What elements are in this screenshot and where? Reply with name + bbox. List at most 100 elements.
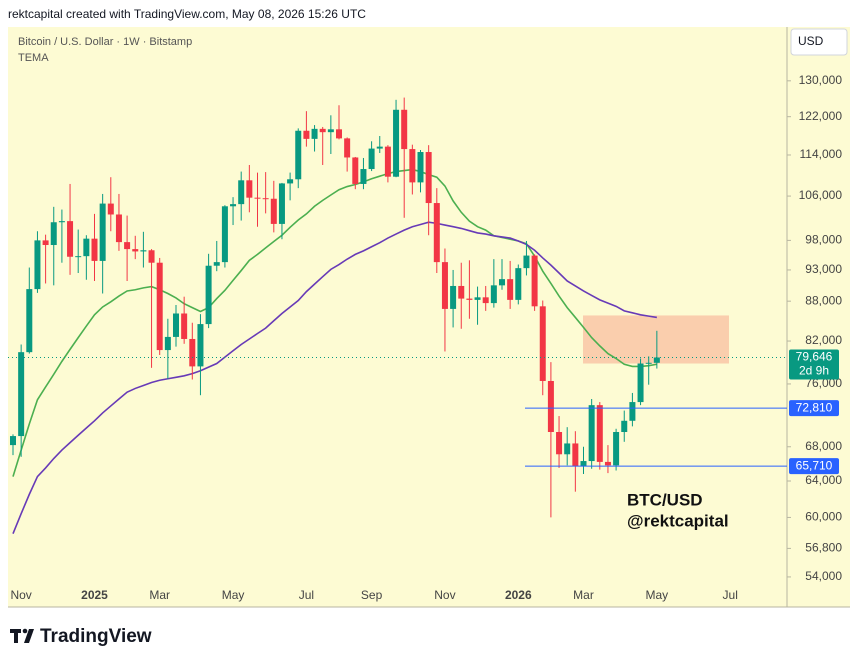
candle-body <box>189 338 196 367</box>
candle-body <box>580 461 587 467</box>
y-tick-label: 60,000 <box>805 510 842 524</box>
candle-body <box>295 130 302 180</box>
candle-body <box>466 298 473 300</box>
countdown: 2d 9h <box>799 364 829 378</box>
candle-body <box>10 436 16 446</box>
candle-body <box>34 240 41 290</box>
candle-body <box>319 128 326 133</box>
candle-body <box>58 221 65 223</box>
candle-body <box>336 129 342 139</box>
y-tick-label: 54,000 <box>805 569 842 583</box>
candle-body <box>604 461 611 466</box>
level-label: 72,810 <box>796 400 833 414</box>
candle-body <box>270 198 277 224</box>
y-tick-label: 64,000 <box>805 473 842 487</box>
candle-body <box>344 138 351 158</box>
candle-body <box>621 420 628 433</box>
candle-body <box>83 238 90 257</box>
logo-slash <box>24 629 34 643</box>
resistance-zone <box>583 315 729 364</box>
candle-body <box>311 128 318 139</box>
last-price-label: 79,646 <box>796 350 833 364</box>
chart-title: Bitcoin / U.S. Dollar · 1W · Bitstamp <box>18 36 192 48</box>
annotation: @rektcapital <box>627 511 729 530</box>
candle-body <box>547 380 554 433</box>
candle-body <box>645 362 652 364</box>
candle-body <box>482 297 489 304</box>
x-tick-label: Mar <box>573 588 594 602</box>
candle-body <box>246 180 253 198</box>
currency-box[interactable] <box>790 28 848 56</box>
candle-body <box>107 203 114 215</box>
indicator-label: TEMA <box>18 52 49 64</box>
candle-body <box>18 352 25 437</box>
candle-body <box>368 148 375 170</box>
candle-body <box>254 197 261 199</box>
level-box <box>789 400 839 417</box>
candle-body <box>588 405 595 462</box>
candle-body <box>67 221 74 257</box>
y-tick-label: 68,000 <box>805 439 842 453</box>
last-price-box <box>789 349 839 380</box>
candle-body <box>360 169 367 184</box>
candle-body <box>197 324 204 367</box>
y-tick-label: 98,000 <box>805 233 842 247</box>
x-tick-label: Nov <box>10 588 31 602</box>
x-tick-label: Mar <box>149 588 170 602</box>
annotation: BTC/USD <box>627 490 703 509</box>
logo-dot <box>22 628 28 634</box>
y-tick-label: 76,000 <box>805 376 842 390</box>
y-tick-label: 88,000 <box>805 293 842 307</box>
candle-body <box>230 204 237 207</box>
x-tick-label: May <box>222 588 245 602</box>
y-tick-label: 82,000 <box>805 333 842 347</box>
candle-body <box>99 203 106 261</box>
candle-body <box>629 402 636 421</box>
candle-body <box>441 262 448 309</box>
y-tick-label: 122,000 <box>799 109 843 123</box>
candle-body <box>523 255 530 269</box>
ma-line <box>12 221 657 534</box>
tv-logo <box>10 628 34 643</box>
candle-body <box>409 149 416 183</box>
candle-body <box>637 363 644 403</box>
candle-body <box>376 146 383 149</box>
candle-body <box>173 313 179 337</box>
x-tick-label: Sep <box>361 588 383 602</box>
x-tick-label: 2026 <box>505 588 532 602</box>
currency: USD <box>798 34 824 48</box>
candle-body <box>499 279 505 286</box>
candle-body <box>140 250 147 252</box>
x-tick-label: May <box>646 588 669 602</box>
candle-body <box>417 152 424 183</box>
y-tick-label: 106,000 <box>799 188 843 202</box>
candle-body <box>425 152 432 204</box>
candle-body <box>91 238 98 261</box>
candle-body <box>26 289 33 353</box>
candle-body <box>531 255 538 307</box>
candle-body <box>572 443 579 467</box>
candle-body <box>352 157 359 184</box>
y-tick-label: 114,000 <box>800 147 843 161</box>
candle-body <box>458 285 465 299</box>
candle-body <box>327 129 334 133</box>
x-tick-label: Jul <box>299 588 314 602</box>
level-label: 65,710 <box>796 458 833 472</box>
candle-body <box>539 306 546 381</box>
candle-body <box>433 203 440 263</box>
header: rektcapital created with TradingView.com… <box>8 7 366 21</box>
x-tick-label: Jul <box>723 588 738 602</box>
candle-body <box>221 206 228 263</box>
candle-body <box>556 432 563 455</box>
y-tick-label: 56,800 <box>805 541 842 555</box>
candle-body <box>278 183 285 224</box>
candle-body <box>450 285 457 309</box>
candle-body <box>384 146 391 177</box>
candle-body <box>213 262 220 266</box>
candle-body <box>287 179 294 184</box>
candle-body <box>262 198 269 200</box>
logo-stem <box>14 629 18 643</box>
candle-body <box>42 240 49 246</box>
candle-body <box>205 265 212 325</box>
